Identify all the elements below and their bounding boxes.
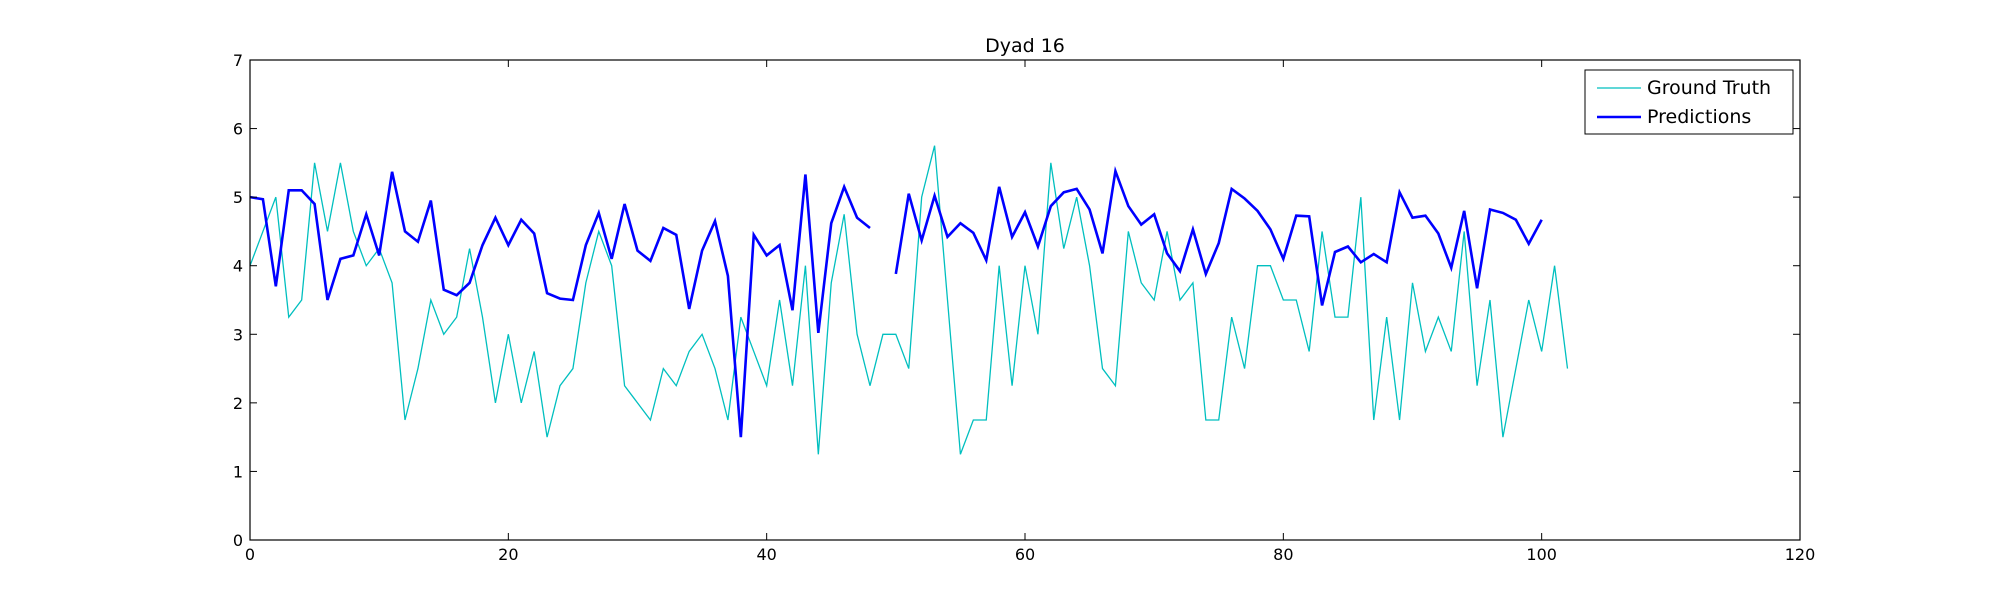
ticks-layer: 0 20 40 60 80 100 120 0 1 2 3 4 5 6 7	[233, 51, 1815, 564]
y-tick-label: 4	[233, 257, 243, 276]
series-layer	[249, 145, 1569, 455]
y-tick-label: 7	[233, 51, 243, 70]
x-tick-label: 80	[1273, 545, 1293, 564]
x-tick-label: 100	[1526, 545, 1557, 564]
y-tick-label: 0	[233, 531, 243, 550]
plot-frame	[249, 59, 1801, 541]
series-line-predictions	[894, 165, 1543, 306]
x-tick-label: 120	[1785, 545, 1816, 564]
chart-title: Dyad 16	[985, 35, 1065, 57]
y-tick-label: 5	[233, 188, 243, 207]
series-line-predictions	[249, 171, 871, 438]
legend-box	[1584, 69, 1794, 135]
legend: Ground Truth Predictions	[1584, 69, 1794, 135]
x-tick-label: 20	[498, 545, 518, 564]
legend-label-predictions: Predictions	[1647, 106, 1751, 128]
x-tick-label: 0	[245, 545, 255, 564]
x-tick-label: 60	[1015, 545, 1035, 564]
y-tick-label: 1	[233, 462, 243, 481]
series-line-ground-truth	[249, 145, 1569, 455]
y-tick-label: 3	[233, 325, 243, 344]
y-tick-label: 2	[233, 394, 243, 413]
x-tick-label: 40	[756, 545, 776, 564]
legend-label-ground-truth: Ground Truth	[1647, 77, 1771, 99]
y-tick-label: 6	[233, 120, 243, 139]
